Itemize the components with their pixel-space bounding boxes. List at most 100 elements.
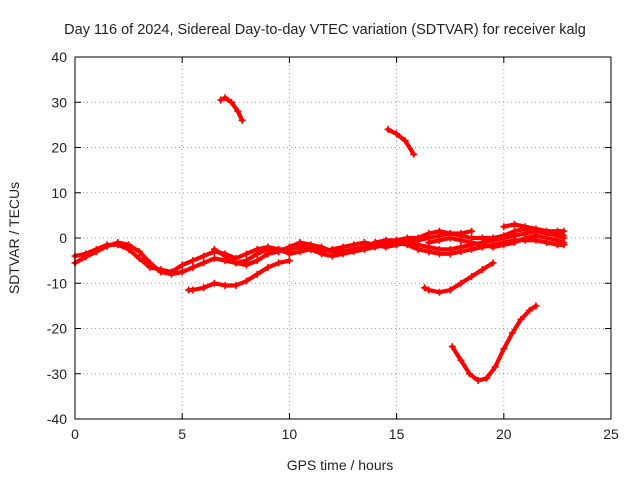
- data-point: [285, 257, 293, 265]
- data-point: [360, 243, 368, 251]
- data-point: [435, 250, 443, 258]
- data-point: [468, 227, 476, 235]
- data-point: [200, 252, 208, 260]
- data-point: [457, 356, 465, 364]
- data-point: [200, 284, 208, 292]
- data-point: [328, 248, 336, 256]
- data-point: [264, 243, 272, 251]
- data-point: [526, 306, 534, 314]
- data-point: [285, 250, 293, 258]
- data-point: [228, 98, 236, 106]
- y-axis: -40 -30 -20 -10 0 10 20 30 40: [47, 49, 611, 427]
- data-point: [135, 248, 143, 256]
- data-point: [243, 261, 251, 269]
- data-point: [465, 370, 473, 378]
- y-tick-label: -20: [47, 321, 67, 337]
- data-point: [157, 266, 165, 274]
- x-tick-label: 25: [603, 426, 619, 442]
- data-point: [483, 374, 491, 382]
- data-point: [420, 284, 428, 292]
- data-point: [414, 245, 422, 253]
- data-point: [318, 243, 326, 251]
- data-point: [253, 245, 261, 253]
- data-point: [146, 263, 154, 271]
- data-point: [285, 243, 293, 251]
- data-point: [403, 234, 411, 242]
- y-tick-label: 0: [59, 230, 67, 246]
- x-tick-label: 10: [282, 426, 298, 442]
- data-point: [425, 248, 433, 256]
- data-point: [403, 241, 411, 249]
- data-point: [532, 302, 540, 310]
- data-point: [446, 286, 454, 294]
- data-point: [511, 227, 519, 235]
- data-point: [435, 227, 443, 235]
- y-tick-label: 40: [51, 49, 67, 65]
- chart-title: Day 116 of 2024, Sidereal Day-to-day VTE…: [64, 22, 586, 38]
- data-point: [425, 286, 433, 294]
- y-tick-label: 10: [51, 185, 67, 201]
- data-point: [264, 250, 272, 258]
- data-point: [275, 259, 283, 267]
- data-point: [532, 225, 540, 233]
- x-tick-label: 5: [178, 426, 186, 442]
- data-point: [264, 263, 272, 271]
- y-axis-label: SDTVAR / TECUs: [6, 182, 22, 294]
- data-point: [393, 236, 401, 244]
- data-point: [210, 254, 218, 262]
- data-point: [478, 266, 486, 274]
- y-tick-label: -40: [47, 411, 67, 427]
- data-point: [167, 268, 175, 276]
- data-point: [253, 270, 261, 278]
- y-tick-label: 30: [51, 94, 67, 110]
- data-point: [234, 107, 242, 115]
- y-tick-label: -10: [47, 275, 67, 291]
- data-point: [384, 125, 392, 133]
- data-point: [178, 268, 186, 276]
- data-point: [543, 234, 551, 242]
- data-point: [401, 137, 409, 145]
- data-point: [238, 116, 246, 124]
- data-point: [243, 250, 251, 258]
- series-deep-u: [450, 303, 539, 383]
- data-point: [446, 250, 454, 258]
- data-point: [350, 245, 358, 253]
- data-point: [448, 343, 456, 351]
- data-point: [414, 234, 422, 242]
- data-point: [275, 248, 283, 256]
- data-point: [200, 259, 208, 267]
- data-point: [560, 239, 568, 247]
- data-point: [500, 241, 508, 249]
- data-point: [307, 241, 315, 249]
- data-point: [521, 234, 529, 242]
- x-tick-label: 0: [71, 426, 79, 442]
- x-tick-label: 20: [496, 426, 512, 442]
- data-point: [232, 259, 240, 267]
- data-point: [210, 279, 218, 287]
- data-point: [489, 234, 497, 242]
- data-point: [210, 245, 218, 253]
- data-point: [553, 236, 561, 244]
- data-point: [221, 282, 229, 290]
- x-axis: 0 5 10 15 20 25: [71, 57, 619, 442]
- data-point: [500, 345, 508, 353]
- data-point: [382, 236, 390, 244]
- data-point: [474, 377, 482, 385]
- data-point: [217, 96, 225, 104]
- data-point: [425, 239, 433, 247]
- data-point: [103, 241, 111, 249]
- data-point: [457, 279, 465, 287]
- data-point: [468, 272, 476, 280]
- data-point: [232, 282, 240, 290]
- data-point: [446, 234, 454, 242]
- data-point: [82, 250, 90, 258]
- data-point: [135, 254, 143, 262]
- y-tick-label: 20: [51, 140, 67, 156]
- data-point: [508, 329, 516, 337]
- data-point: [178, 261, 186, 269]
- series-high-arc-2: [385, 127, 416, 157]
- data-point: [468, 245, 476, 253]
- data-point: [221, 252, 229, 260]
- data-point: [489, 259, 497, 267]
